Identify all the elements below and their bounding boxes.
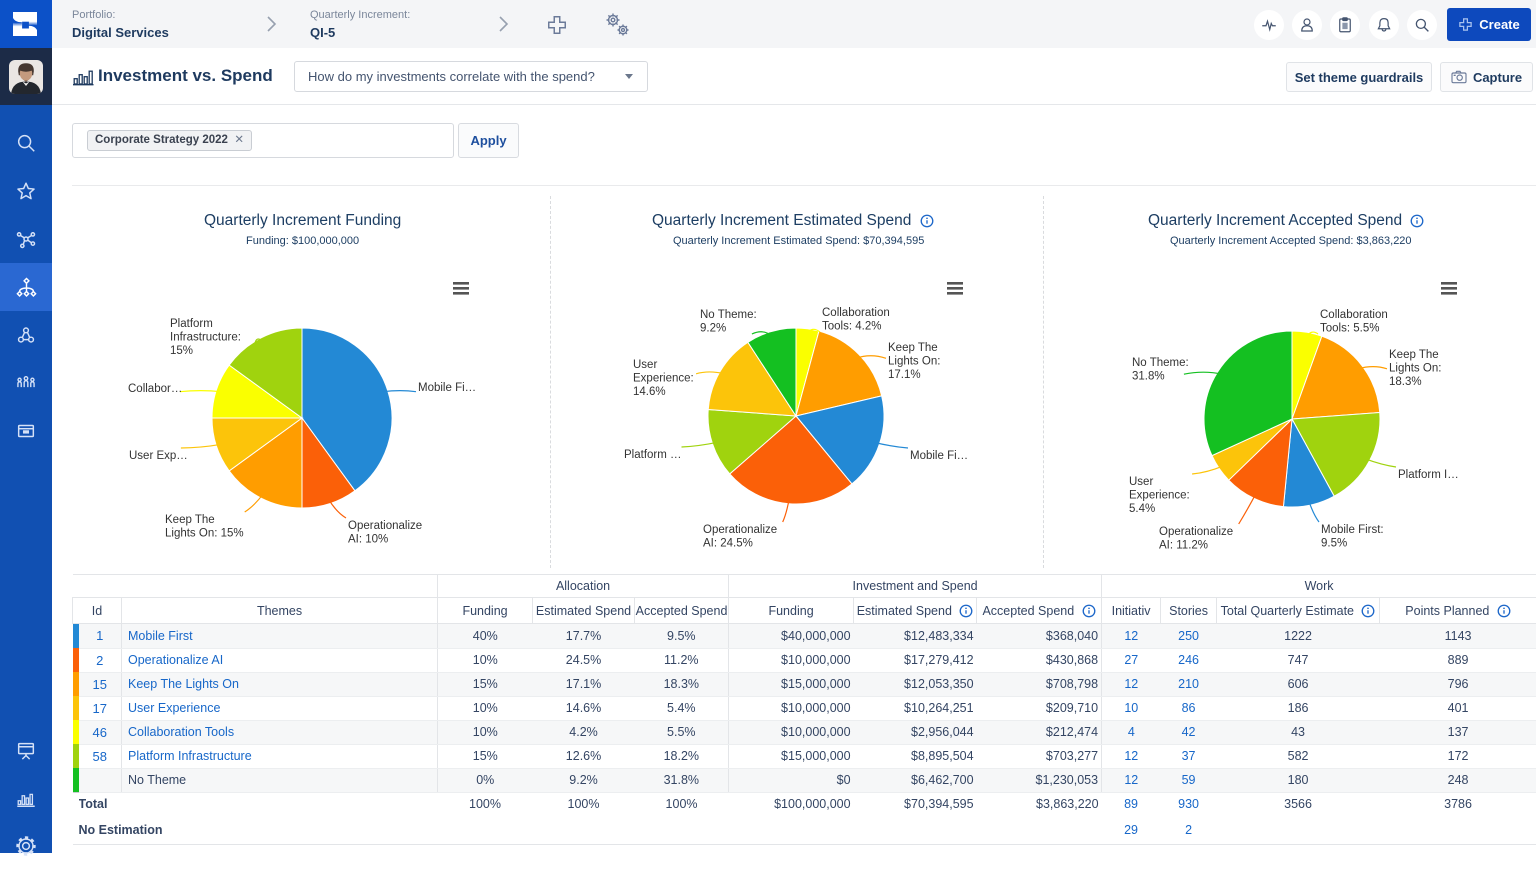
- svg-text:User Exp…: User Exp…: [129, 450, 188, 462]
- svg-text:Mobile Fi…: Mobile Fi…: [418, 382, 476, 394]
- svg-text:AI: 10%: AI: 10%: [348, 534, 388, 546]
- svg-text:31.8%: 31.8%: [1132, 371, 1165, 383]
- svg-text:Collaboration: Collaboration: [822, 307, 890, 319]
- svg-text:14.6%: 14.6%: [633, 386, 666, 398]
- svg-text:Lights On:: Lights On:: [888, 356, 940, 368]
- svg-text:Tools: 4.2%: Tools: 4.2%: [822, 321, 881, 333]
- svg-text:AI: 11.2%: AI: 11.2%: [1159, 540, 1208, 552]
- svg-text:15%: 15%: [170, 345, 193, 357]
- svg-text:Platform …: Platform …: [624, 449, 682, 461]
- svg-text:Infrastructure:: Infrastructure:: [170, 332, 241, 344]
- svg-text:AI: 24.5%: AI: 24.5%: [703, 538, 753, 550]
- svg-text:Collabor…: Collabor…: [128, 383, 182, 395]
- svg-text:Keep The: Keep The: [1389, 349, 1439, 361]
- svg-text:Platform I…: Platform I…: [1398, 469, 1459, 481]
- svg-text:9.2%: 9.2%: [700, 323, 726, 335]
- svg-text:Operationalize: Operationalize: [348, 520, 422, 532]
- svg-text:Operationalize: Operationalize: [1159, 526, 1233, 538]
- svg-text:Tools: 5.5%: Tools: 5.5%: [1320, 323, 1379, 335]
- svg-text:User: User: [1129, 476, 1153, 488]
- svg-text:Experience:: Experience:: [1129, 490, 1190, 502]
- svg-text:9.5%: 9.5%: [1321, 538, 1347, 550]
- svg-text:18.3%: 18.3%: [1389, 376, 1422, 388]
- svg-text:Platform: Platform: [170, 318, 213, 330]
- svg-text:Keep The: Keep The: [888, 342, 938, 354]
- svg-text:Experience:: Experience:: [633, 373, 694, 385]
- svg-text:Mobile Fi…: Mobile Fi…: [910, 450, 968, 462]
- svg-text:No Theme:: No Theme:: [700, 309, 757, 321]
- svg-text:Keep The: Keep The: [165, 514, 215, 526]
- svg-text:17.1%: 17.1%: [888, 369, 921, 381]
- svg-text:Operationalize: Operationalize: [703, 524, 777, 536]
- svg-text:User: User: [633, 359, 657, 371]
- svg-text:Collaboration: Collaboration: [1320, 309, 1388, 321]
- svg-text:Lights On: 15%: Lights On: 15%: [165, 528, 244, 540]
- svg-text:Mobile First:: Mobile First:: [1321, 524, 1384, 536]
- svg-text:Lights On:: Lights On:: [1389, 363, 1441, 375]
- svg-text:5.4%: 5.4%: [1129, 503, 1155, 515]
- svg-text:No Theme:: No Theme:: [1132, 357, 1189, 369]
